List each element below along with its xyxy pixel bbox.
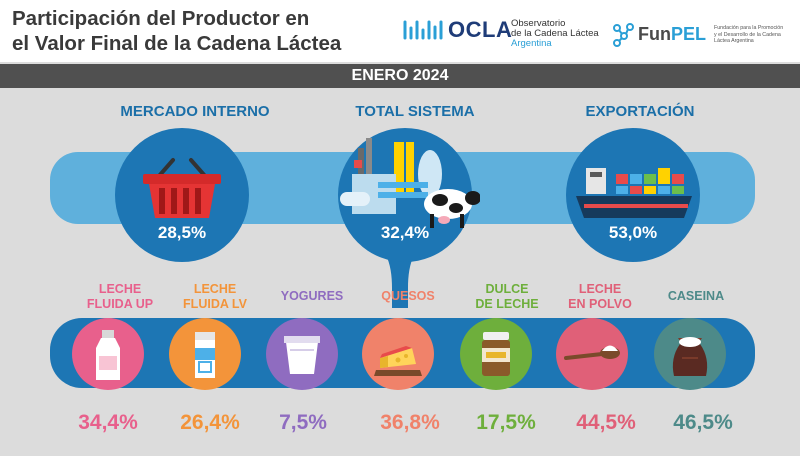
ocla-waveform-icon xyxy=(403,20,443,40)
ocla-sub-3: Argentina xyxy=(511,38,552,49)
cheese-icon xyxy=(374,346,422,376)
dulce-de-leche-jar-icon xyxy=(482,332,510,376)
label-leche-en-polvo-line-2: EN POLVO xyxy=(568,297,632,311)
heading-exportacion: EXPORTACIÓN xyxy=(585,103,695,120)
funpel-name-part-2: PEL xyxy=(671,24,707,44)
title-line-1: Participación del Productor en xyxy=(12,7,310,30)
funpel-subtitle: Fundación para la Promoción y el Desarro… xyxy=(714,25,798,45)
ocla-sub-2: de la Cadena Láctea xyxy=(511,28,599,39)
ocla-sub-1: Observatorio xyxy=(511,18,566,29)
dairy-farm-icon xyxy=(340,138,480,228)
milk-carton-icon xyxy=(195,332,215,378)
period-bar: ENERO 2024 xyxy=(0,64,800,88)
ocla-subtitle: Observatorio de la Cadena Láctea Argenti… xyxy=(511,19,599,49)
total-sistema-value: 32,4% xyxy=(380,223,430,242)
label-leche-fluida-lv-line-1: LECHE xyxy=(193,282,237,296)
label-dulce-de-leche-line-1: DULCE xyxy=(485,282,529,296)
yogures-circle xyxy=(266,318,338,390)
label-leche-fluida-up-line-1: LECHE xyxy=(98,282,142,296)
cargo-ship-icon xyxy=(576,168,692,218)
mercado-interno-circle: 28,5% xyxy=(115,128,249,262)
value-dulce-de-leche: 17,5% xyxy=(476,411,536,434)
label-leche-en-polvo-line-1: LECHE xyxy=(578,282,622,296)
ocla-logo: OCLA Observatorio de la Cadena Láctea Ar… xyxy=(402,17,602,58)
label-dulce-de-leche-line-2: DE LECHE xyxy=(475,297,539,311)
exportacion-circle: 53,0% xyxy=(566,128,700,262)
funpel-sub-1: Fundación para la Promoción xyxy=(714,25,784,31)
label-quesos: QUESOS xyxy=(381,289,435,303)
label-leche-fluida-lv: LECHE FLUIDA LV xyxy=(165,282,265,312)
label-leche-fluida-up-line-2: FLUIDA UP xyxy=(86,297,154,311)
funpel-sub-3: Láctea Argentina xyxy=(714,38,754,44)
yogurt-cup-icon xyxy=(284,336,320,374)
exportacion-value: 53,0% xyxy=(608,223,658,242)
label-leche-fluida-lv-line-2: FLUIDA LV xyxy=(183,297,247,311)
value-quesos: 36,8% xyxy=(380,411,440,434)
value-leche-en-polvo: 44,5% xyxy=(576,411,636,434)
funpel-name-part-1: Fun xyxy=(638,24,671,44)
total-sistema-circle: 32,4% xyxy=(338,128,480,262)
title-line-2: el Valor Final de la Cadena Láctea xyxy=(12,32,342,55)
value-leche-fluida-lv: 26,4% xyxy=(180,411,240,434)
leche-fluida-lv-circle xyxy=(169,318,241,390)
funpel-logo: FunPEL Fundación para la Promoción y el … xyxy=(612,22,797,52)
value-caseina: 46,5% xyxy=(673,411,733,434)
funpel-sub-2: y el Desarrollo de la Cadena xyxy=(714,31,781,38)
ocla-name: OCLA xyxy=(448,17,513,42)
funpel-network-icon xyxy=(613,23,634,47)
label-caseina: CASEINA xyxy=(667,289,725,303)
powder-spoon-icon xyxy=(564,345,620,360)
milk-bottle-icon xyxy=(96,330,120,380)
value-yogures: 7,5% xyxy=(279,411,327,434)
label-dulce-de-leche: DULCE DE LECHE xyxy=(452,282,562,312)
period-label: ENERO 2024 xyxy=(351,67,449,84)
value-leche-fluida-up: 34,4% xyxy=(78,411,138,434)
label-leche-fluida-up: LECHE FLUIDA UP xyxy=(70,282,170,312)
label-yogures: YOGURES xyxy=(280,289,344,303)
casein-sack-icon xyxy=(672,337,708,376)
header: Participación del Productor en el Valor … xyxy=(0,0,800,62)
page-title: Participación del Productor en el Valor … xyxy=(12,6,392,56)
heading-total-sistema: TOTAL SISTEMA xyxy=(355,103,475,120)
funpel-name: FunPEL xyxy=(638,24,706,45)
quesos-circle xyxy=(362,318,434,390)
leche-en-polvo-circle xyxy=(556,318,628,390)
connector-stem xyxy=(370,238,430,308)
caseina-circle xyxy=(654,318,726,390)
shopping-basket-icon xyxy=(143,158,221,218)
label-leche-en-polvo: LECHE EN POLVO xyxy=(550,282,650,312)
dulce-de-leche-circle xyxy=(460,318,532,390)
heading-mercado-interno: MERCADO INTERNO xyxy=(120,103,270,120)
mercado-interno-value: 28,5% xyxy=(157,223,207,242)
leche-fluida-up-circle xyxy=(72,318,144,390)
